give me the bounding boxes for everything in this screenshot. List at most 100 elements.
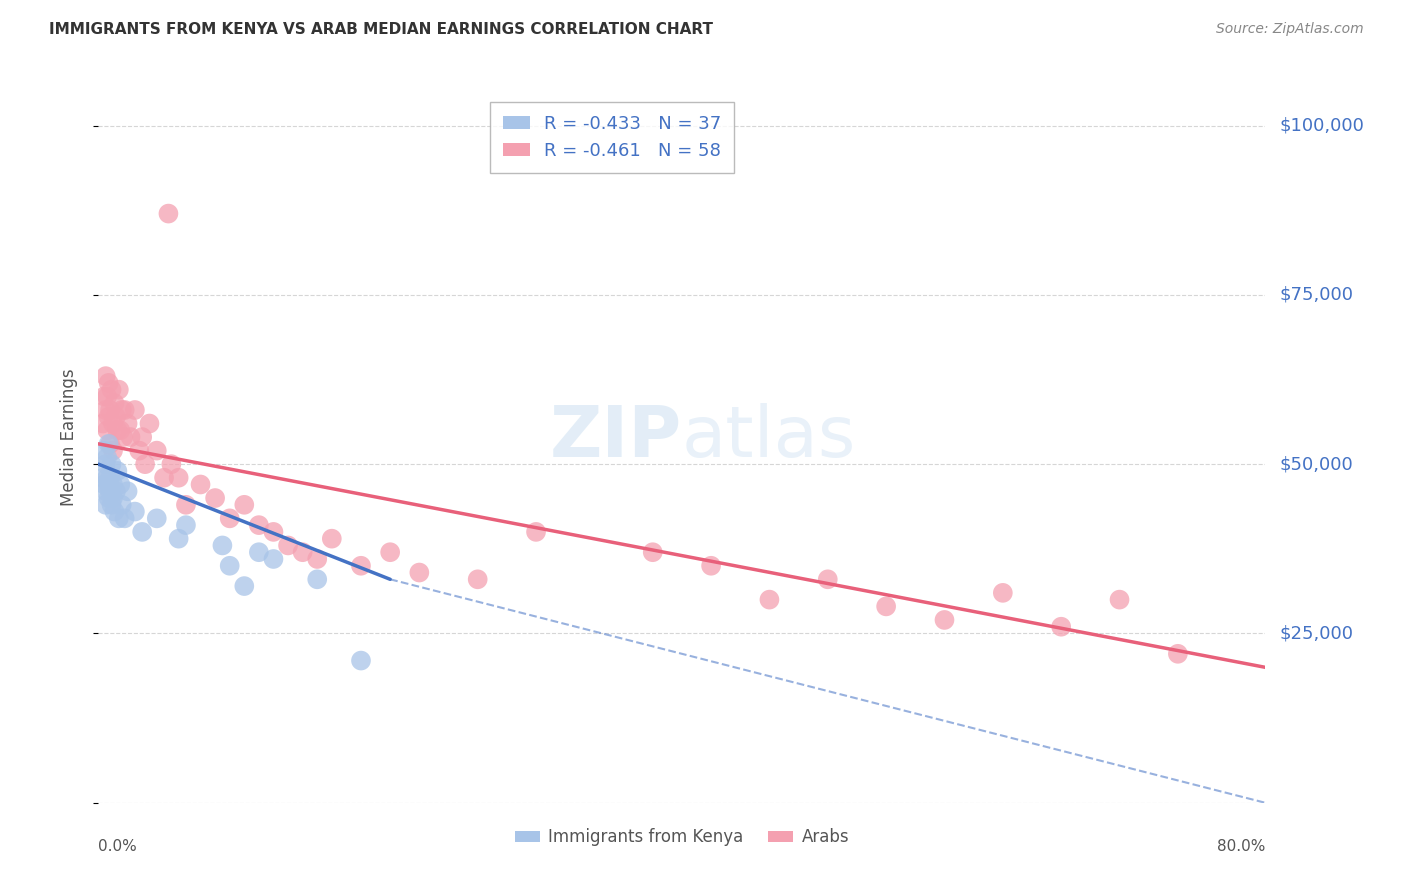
Point <box>467 572 489 586</box>
Point <box>247 518 270 533</box>
Text: IMMIGRANTS FROM KENYA VS ARAB MEDIAN EARNINGS CORRELATION CHART: IMMIGRANTS FROM KENYA VS ARAB MEDIAN EAR… <box>49 22 713 37</box>
Point <box>100 457 122 471</box>
Point <box>758 592 780 607</box>
Point <box>93 389 115 403</box>
Point <box>96 423 118 437</box>
Point <box>97 437 120 451</box>
Point <box>524 524 547 539</box>
Point <box>124 505 146 519</box>
Point <box>128 443 150 458</box>
Point <box>307 572 329 586</box>
Point <box>108 511 131 525</box>
Point <box>98 484 121 499</box>
Point <box>105 464 128 478</box>
Point <box>117 484 139 499</box>
Point <box>108 383 131 397</box>
Point <box>97 376 120 390</box>
Point <box>104 484 127 499</box>
Point <box>817 572 839 586</box>
Point <box>117 417 139 431</box>
Text: atlas: atlas <box>682 402 856 472</box>
Text: 0.0%: 0.0% <box>98 839 138 855</box>
Point <box>105 423 128 437</box>
Point <box>991 586 1014 600</box>
Point <box>157 206 180 220</box>
Point <box>100 498 122 512</box>
Point <box>91 471 114 485</box>
Point <box>97 409 120 424</box>
Point <box>94 498 117 512</box>
Point <box>146 511 169 525</box>
Point <box>98 471 121 485</box>
Point <box>160 457 183 471</box>
Point <box>218 558 240 573</box>
Point <box>114 511 136 525</box>
Point <box>1108 592 1130 607</box>
Point <box>112 430 135 444</box>
Point <box>641 545 664 559</box>
Point <box>111 498 134 512</box>
Point <box>94 403 117 417</box>
Point <box>101 491 124 505</box>
Point <box>174 518 197 533</box>
Point <box>110 477 132 491</box>
Point <box>114 403 136 417</box>
Point <box>211 538 233 552</box>
Point <box>93 477 115 491</box>
Point <box>204 491 226 505</box>
Point <box>277 538 299 552</box>
Point <box>233 579 256 593</box>
Point <box>307 552 329 566</box>
Point <box>350 654 373 668</box>
Point <box>1167 647 1189 661</box>
Point <box>110 423 132 437</box>
Point <box>350 558 373 573</box>
Point <box>120 430 142 444</box>
Point <box>134 457 156 471</box>
Text: $100,000: $100,000 <box>1279 117 1364 135</box>
Point <box>97 477 120 491</box>
Point <box>247 545 270 559</box>
Text: $75,000: $75,000 <box>1279 285 1354 304</box>
Point <box>91 417 114 431</box>
Y-axis label: Median Earnings: Median Earnings <box>59 368 77 506</box>
Point <box>262 524 284 539</box>
Point <box>218 511 240 525</box>
Point <box>101 417 124 431</box>
Point <box>103 505 125 519</box>
Point <box>111 403 134 417</box>
Point <box>96 450 118 465</box>
Point <box>934 613 956 627</box>
Point <box>321 532 343 546</box>
Point <box>96 471 118 485</box>
Point <box>875 599 897 614</box>
Point <box>94 484 117 499</box>
Point <box>97 491 120 505</box>
Point <box>167 532 190 546</box>
Point <box>190 477 212 491</box>
Text: Source: ZipAtlas.com: Source: ZipAtlas.com <box>1216 22 1364 37</box>
Point <box>380 545 402 559</box>
Point <box>167 471 190 485</box>
Point <box>146 443 169 458</box>
Point <box>408 566 430 580</box>
Point <box>104 409 127 424</box>
Point <box>100 383 122 397</box>
Point <box>124 403 146 417</box>
Point <box>174 498 197 512</box>
Point <box>94 369 117 384</box>
Point <box>103 396 125 410</box>
Point <box>233 498 256 512</box>
Point <box>131 524 153 539</box>
Text: $50,000: $50,000 <box>1279 455 1353 473</box>
Point <box>98 403 121 417</box>
Point <box>291 545 314 559</box>
Point <box>1050 620 1073 634</box>
Point <box>98 437 121 451</box>
Point <box>101 443 124 458</box>
Text: 80.0%: 80.0% <box>1218 839 1265 855</box>
Point <box>101 477 124 491</box>
Point <box>93 443 115 458</box>
Point <box>700 558 723 573</box>
Legend: Immigrants from Kenya, Arabs: Immigrants from Kenya, Arabs <box>508 822 856 853</box>
